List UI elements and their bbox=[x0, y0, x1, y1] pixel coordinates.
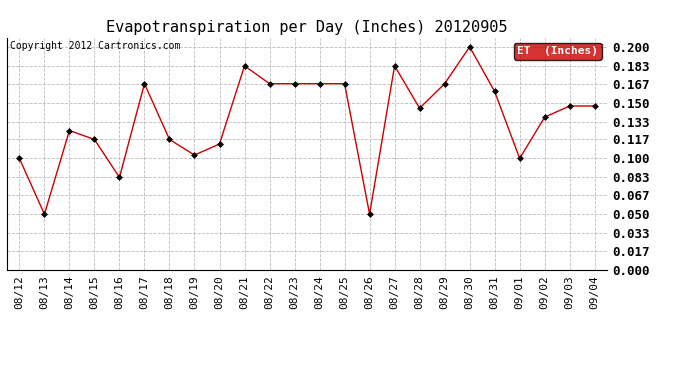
Title: Evapotranspiration per Day (Inches) 20120905: Evapotranspiration per Day (Inches) 2012… bbox=[106, 20, 508, 35]
Text: Copyright 2012 Cartronics.com: Copyright 2012 Cartronics.com bbox=[10, 41, 180, 51]
Legend: ET  (Inches): ET (Inches) bbox=[514, 43, 602, 60]
